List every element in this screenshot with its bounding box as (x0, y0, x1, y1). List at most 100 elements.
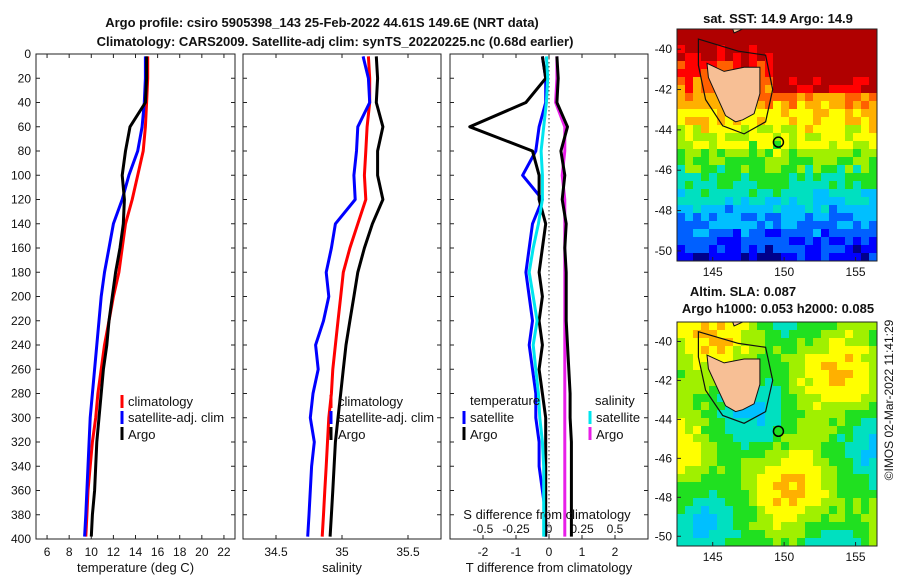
map-cell (709, 85, 717, 93)
map-cell (853, 245, 861, 253)
map-cell (837, 330, 845, 338)
map-cell (677, 101, 685, 109)
map-cell (805, 482, 813, 490)
map-cell (805, 530, 813, 538)
map-cell (765, 53, 773, 61)
map-cell (765, 498, 773, 506)
map-cell (677, 362, 685, 370)
map-cell (869, 394, 877, 402)
map-cell (869, 61, 877, 69)
map-cell (789, 237, 797, 245)
temperature-profile-plot: 0 20 40 60 80 100 120 140 160 180 200 220 240 260 280 3… (11, 47, 236, 575)
map-cell (805, 181, 813, 189)
map-cell (709, 474, 717, 482)
map-cell (757, 77, 765, 85)
map-cell (717, 450, 725, 458)
map-cell (709, 229, 717, 237)
map-cell (797, 229, 805, 237)
map-frame (676, 321, 878, 547)
map-cell (837, 221, 845, 229)
map-cell (853, 426, 861, 434)
map-cell (725, 506, 733, 514)
map-cell (845, 165, 853, 173)
y-tick-label: 180 (11, 265, 31, 279)
map-cell (733, 125, 741, 133)
map-cell (685, 474, 693, 482)
credit-text: ©IMOS 02-Mar-2022 11:41:29 (882, 319, 896, 480)
map-cell (869, 490, 877, 498)
map-cell (773, 538, 781, 546)
map-cell (821, 205, 829, 213)
map-cell (853, 394, 861, 402)
map-cell (797, 402, 805, 410)
map-cell (685, 221, 693, 229)
map-cell (821, 354, 829, 362)
map-cell (693, 45, 701, 53)
map-cell (709, 221, 717, 229)
map-cell (677, 53, 685, 61)
map-cell (837, 157, 845, 165)
map-cell (733, 338, 741, 346)
map-cell (685, 458, 693, 466)
map-cell (765, 490, 773, 498)
map-cell (757, 490, 765, 498)
map-cell (797, 522, 805, 530)
map-cell (861, 149, 869, 157)
map-cell (781, 370, 789, 378)
y-tick-label: -40 (655, 42, 673, 56)
map-cell (781, 386, 789, 394)
legend-label-t-argo: Argo (470, 427, 497, 442)
map-cell (789, 354, 797, 362)
map-cell (725, 117, 733, 125)
map-cell (765, 229, 773, 237)
map-cell (685, 205, 693, 213)
map-cell (701, 402, 709, 410)
map-cell (685, 237, 693, 245)
map-cell (797, 538, 805, 546)
map-cell (685, 426, 693, 434)
map-cell (853, 498, 861, 506)
map-cell (701, 85, 709, 93)
map-cell (709, 181, 717, 189)
map-cell (701, 101, 709, 109)
map-cell (741, 237, 749, 245)
x-tick-label: 150 (774, 265, 794, 279)
map-cell (869, 197, 877, 205)
map-cell (781, 253, 789, 261)
map-cell (701, 109, 709, 117)
map-cell (797, 181, 805, 189)
map-cell (765, 346, 773, 354)
map-cell (813, 165, 821, 173)
map-cell (853, 85, 861, 93)
map-cell (685, 181, 693, 189)
map-cell (797, 514, 805, 522)
map-cell (781, 141, 789, 149)
map-cell (837, 85, 845, 93)
map-cell (829, 117, 837, 125)
map-cell (797, 189, 805, 197)
map-cell (717, 514, 725, 522)
map-cell (829, 205, 837, 213)
map-cell (869, 157, 877, 165)
x-tick-label: 14 (129, 545, 143, 559)
map-cell (797, 253, 805, 261)
map-cell (765, 330, 773, 338)
map-cell (789, 394, 797, 402)
map-cell (789, 386, 797, 394)
map-cell (837, 474, 845, 482)
map-cell (861, 101, 869, 109)
map-cell (717, 117, 725, 125)
map-cell (733, 165, 741, 173)
map-cell (845, 410, 853, 418)
map-cell (693, 205, 701, 213)
map-cell (853, 354, 861, 362)
map-cell (757, 45, 765, 53)
map-cell (861, 133, 869, 141)
map-cell (765, 149, 773, 157)
map-cell (741, 53, 749, 61)
map-cell (685, 538, 693, 546)
map-cell (781, 506, 789, 514)
map-cell (701, 125, 709, 133)
map-cell (685, 362, 693, 370)
map-cell (845, 386, 853, 394)
